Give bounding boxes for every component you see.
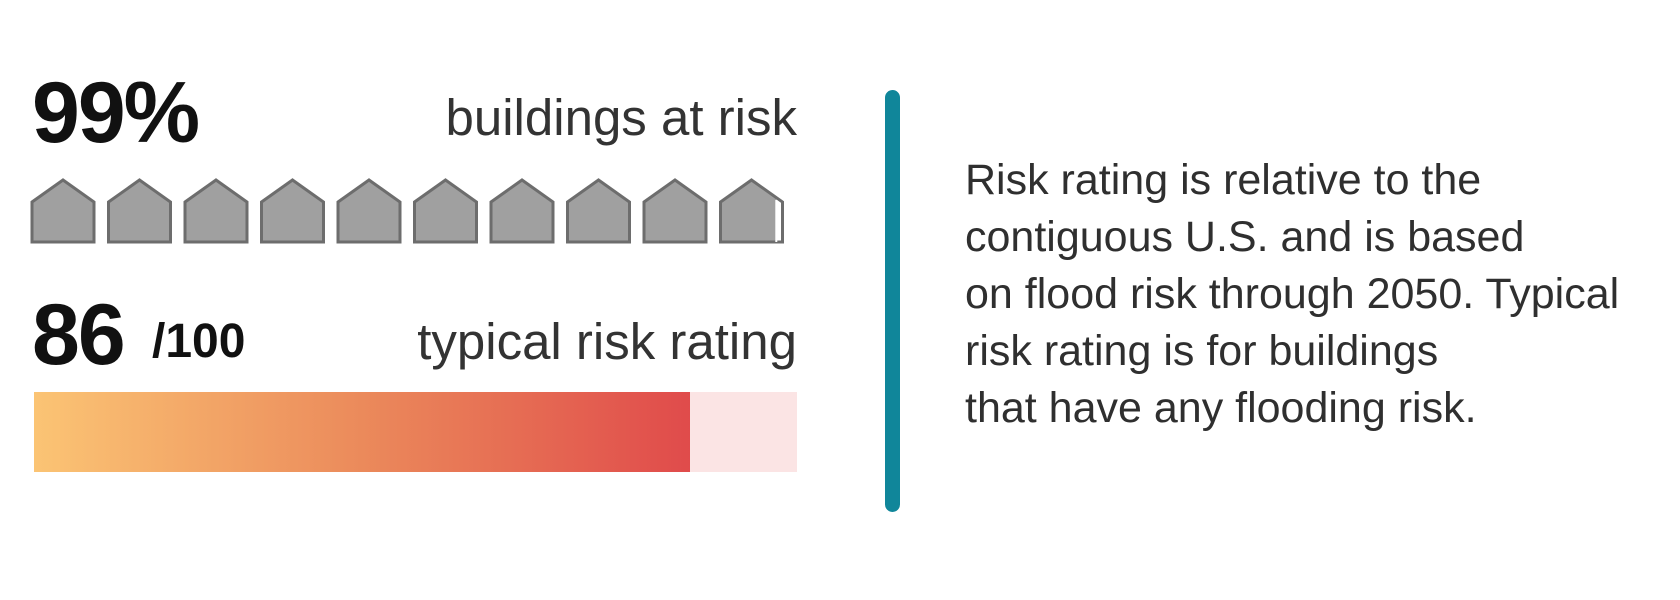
house-icon (260, 178, 325, 244)
house-icons-svg (30, 178, 784, 244)
house-icon (642, 178, 708, 244)
vertical-divider (885, 90, 900, 512)
house-icon-outline (642, 178, 708, 244)
house-icon (30, 178, 96, 244)
risk-note-line: that have any flooding risk. (965, 384, 1477, 432)
house-icon-outline (183, 178, 249, 244)
house-icon-outline (413, 178, 478, 244)
house-icon-fill (261, 180, 324, 242)
house-icon (183, 178, 249, 244)
house-icon-fill (567, 180, 630, 242)
house-icon-row (30, 178, 800, 244)
house-icon-fill (644, 180, 706, 242)
house-icon (719, 178, 784, 244)
house-icon-outline (336, 178, 402, 244)
house-icon-fill (720, 180, 777, 242)
house-icon (107, 178, 172, 244)
risk-rating-bar (34, 392, 797, 472)
risk-note-line: risk rating is for buildings (965, 327, 1439, 375)
risk-note-line: on flood risk through 2050. Typical (965, 270, 1620, 318)
house-icon-fill (414, 180, 477, 242)
risk-rating-denominator: /100 (152, 315, 246, 368)
house-icon-fill (185, 180, 247, 242)
house-icon (566, 178, 631, 244)
risk-rating-bar-fill (34, 392, 691, 472)
house-icon-outline (260, 178, 325, 244)
house-icon-outline (489, 178, 555, 244)
house-icon-outline (719, 178, 784, 244)
buildings-at-risk-label: buildings at risk (445, 89, 798, 146)
risk-rating-label: typical risk rating (417, 313, 797, 370)
house-icon-fill (338, 180, 400, 242)
risk-note-line: Risk rating is relative to the (965, 156, 1482, 204)
house-icon-outline (30, 178, 96, 244)
house-icon-fill (108, 180, 171, 242)
house-icon-outline (566, 178, 631, 244)
house-icon (489, 178, 555, 244)
house-icon (336, 178, 402, 244)
risk-rating-value: 86 (32, 287, 126, 383)
risk-note-line: contiguous U.S. and is based (965, 213, 1525, 261)
house-icon (413, 178, 478, 244)
buildings-at-risk-value: 99% (32, 65, 200, 161)
risk-note: Risk rating is relative to the contiguou… (965, 152, 1665, 437)
house-icon-outline (107, 178, 172, 244)
house-icon-fill (491, 180, 553, 242)
house-icon-fill (32, 180, 94, 242)
